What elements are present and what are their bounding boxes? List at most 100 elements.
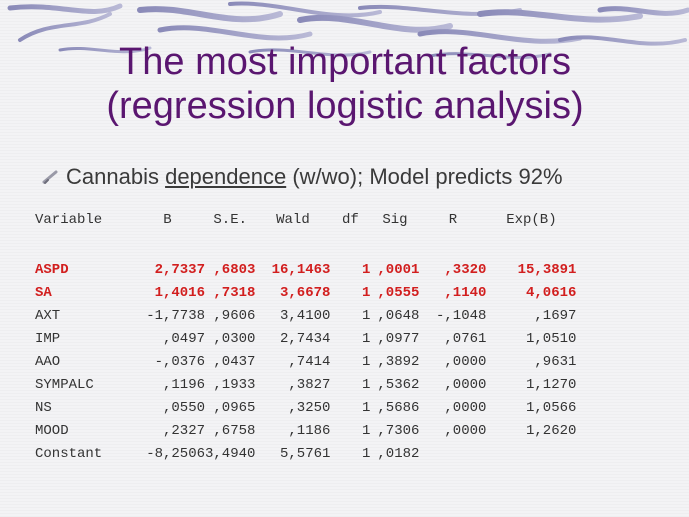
table-cell: ,0000 — [444, 353, 487, 370]
table-cell: 15,3891 — [517, 261, 577, 278]
slide-title-line-1: The most important factors — [119, 41, 571, 83]
table-cell: ,0001 — [377, 261, 420, 278]
table-cell: 16,1463 — [271, 261, 331, 278]
table-row: AAO -,0376 ,0437 ,7414 1 ,3892 ,0000 ,96… — [35, 350, 576, 373]
bullet-text-pre: Cannabis — [66, 164, 166, 189]
table-cell: 1,0510 — [526, 330, 577, 347]
table-cell: 1 — [362, 330, 371, 347]
bullet-text-post: (w/wo); Model predicts 92% — [286, 164, 563, 189]
table-row: Constant -8,2506 3,4940 5,5761 1 ,0182 — [35, 442, 576, 465]
table-cell: 1 — [362, 284, 371, 301]
table-cell: AXT — [35, 307, 61, 324]
table-cell: ,3320 — [444, 261, 487, 278]
table-cell: ,0555 — [377, 284, 420, 301]
table-cell: 4,0616 — [526, 284, 577, 301]
table-header-row: Variable B S.E. Wald df Sig R Exp(B) — [35, 212, 576, 236]
decorative-swoosh-header — [7, 1, 689, 59]
table-cell: 1 — [362, 422, 371, 439]
table-cell: 1 — [362, 376, 371, 393]
table-cell: ,0000 — [444, 422, 487, 439]
table-cell: 1,4016 — [154, 284, 205, 301]
table-cell: 1,2620 — [526, 422, 577, 439]
table-cell: -,0376 — [154, 353, 205, 370]
table-cell: ,7414 — [288, 353, 331, 370]
bullet-text: Cannabis dependence (w/wo); Model predic… — [66, 164, 563, 190]
table-cell: ,5362 — [377, 376, 420, 393]
table-cell: ,3827 — [288, 376, 331, 393]
table-cell: ,3892 — [377, 353, 420, 370]
table-cell: ,0761 — [444, 330, 487, 347]
table-cell — [486, 442, 576, 465]
table-cell: ,0977 — [377, 330, 420, 347]
table-cell: ASPD — [35, 261, 69, 278]
bullet-text-underlined: dependence — [165, 164, 287, 189]
table-cell: AAO — [35, 353, 61, 370]
table-cell: ,6758 — [213, 422, 256, 439]
column-header: df — [342, 212, 359, 228]
table-row: ASPD 2,7337 ,6803 16,1463 1 ,0001 ,3320 … — [35, 258, 576, 281]
table-cell: ,5686 — [377, 399, 420, 416]
table-cell: ,0000 — [444, 399, 487, 416]
table-cell: 1 — [362, 445, 371, 462]
table-cell: 3,4940 — [205, 445, 256, 462]
table-cell: ,0437 — [213, 353, 256, 370]
table-cell: Constant — [35, 445, 103, 462]
table-cell: ,7318 — [213, 284, 256, 301]
table-cell: ,6803 — [213, 261, 256, 278]
table-cell: ,0300 — [213, 330, 256, 347]
table-row: IMP ,0497 ,0300 2,7434 1 ,0977 ,0761 1,0… — [35, 327, 576, 350]
slide-title: The most important factors (regression l… — [40, 40, 650, 128]
bullet-point: Cannabis dependence (w/wo); Model predic… — [42, 162, 563, 192]
table-cell: 1,0566 — [526, 399, 577, 416]
table-cell: SA — [35, 284, 52, 301]
table-cell: 1 — [362, 307, 371, 324]
pen-stroke-bullet-icon — [42, 170, 58, 184]
table-row: MOOD ,2327 ,6758 ,1186 1 ,7306 ,0000 1,2… — [35, 419, 576, 442]
slide-title-line-2: (regression logistic analysis) — [106, 85, 584, 127]
column-header: S.E. — [213, 212, 248, 228]
table-row: AXT -1,7738 ,9606 3,4100 1 ,0648 -,1048 … — [35, 304, 576, 327]
table-cell: 2,7434 — [280, 330, 331, 347]
column-header: Variable — [35, 212, 103, 228]
table-cell: 2,7337 — [154, 261, 205, 278]
table-cell: ,0965 — [213, 399, 256, 416]
table-cell: ,2327 — [162, 422, 205, 439]
column-header: Wald — [276, 212, 310, 228]
table-cell: ,9606 — [213, 307, 256, 324]
table-cell: ,1196 — [162, 376, 205, 393]
table-cell: ,1697 — [534, 307, 577, 324]
table-cell: ,1933 — [213, 376, 256, 393]
table-cell: ,7306 — [377, 422, 420, 439]
table-cell: 3,6678 — [280, 284, 331, 301]
table-cell: ,1186 — [288, 422, 331, 439]
table-cell: MOOD — [35, 422, 69, 439]
table-cell: 1,1270 — [526, 376, 577, 393]
table-cell: ,0648 — [377, 307, 420, 324]
table-cell: 1 — [362, 399, 371, 416]
table-cell: ,0550 — [162, 399, 205, 416]
table-cell: ,0182 — [377, 445, 420, 462]
table-cell: -,1048 — [436, 307, 487, 324]
table-cell: 1 — [362, 261, 371, 278]
table-cell: NS — [35, 399, 52, 416]
table-row: SA 1,4016 ,7318 3,6678 1 ,0555 ,1140 4,0… — [35, 281, 576, 304]
table-row: NS ,0550 ,0965 ,3250 1 ,5686 ,0000 1,056… — [35, 396, 576, 419]
table-row: SYMPALC ,1196 ,1933 ,3827 1 ,5362 ,0000 … — [35, 373, 576, 396]
column-header: Exp(B) — [506, 212, 557, 228]
table-cell: -1,7738 — [146, 307, 205, 324]
table-cell: 3,4100 — [280, 307, 331, 324]
table-cell: 1 — [362, 353, 371, 370]
table-cell: ,0000 — [444, 376, 487, 393]
table-cell: ,0497 — [162, 330, 205, 347]
table-spacer-row — [35, 236, 576, 258]
table-cell: ,1140 — [444, 284, 487, 301]
column-header: B — [163, 212, 172, 228]
table-cell: 5,5761 — [280, 445, 331, 462]
table-cell: ,3250 — [288, 399, 331, 416]
column-header: Sig — [382, 212, 408, 228]
column-header: R — [448, 212, 458, 228]
table-cell: ,9631 — [534, 353, 577, 370]
regression-table: Variable B S.E. Wald df Sig R Exp(B) ASP… — [35, 212, 576, 465]
table-cell — [419, 442, 486, 465]
